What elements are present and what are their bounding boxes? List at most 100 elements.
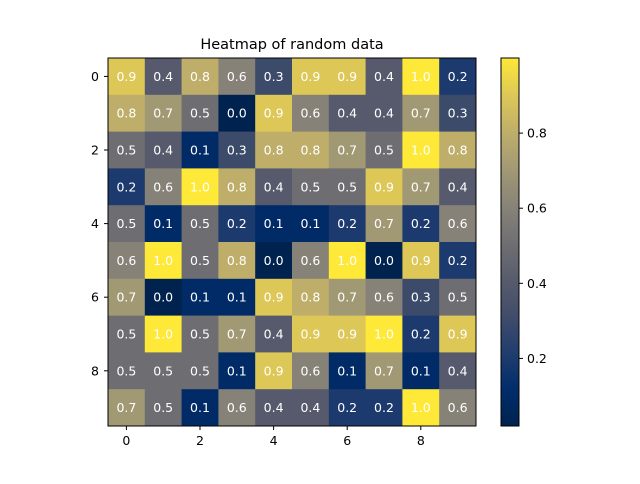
cell-value-label: 0.9: [300, 69, 320, 84]
cell-value-label: 0.1: [190, 290, 210, 305]
y-tick-label: 4: [91, 216, 99, 231]
cell-value-label: 0.1: [227, 363, 247, 378]
heatmap-cell: [255, 242, 293, 280]
heatmap-cell: [292, 278, 330, 317]
heatmap-cell: [439, 389, 477, 427]
heatmap-cell: [108, 352, 146, 390]
heatmap-cell: [439, 58, 477, 96]
heatmap-cell: [144, 168, 183, 206]
heatmap-cell: [181, 131, 219, 169]
heatmap-cell: [218, 168, 256, 206]
heatmap-cell: [365, 352, 403, 390]
heatmap-cell: [144, 278, 183, 317]
colorbar-tick-label: 0.2: [527, 351, 547, 366]
y-tick-label: 6: [91, 290, 99, 305]
cell-value-label: 0.8: [300, 290, 320, 305]
heatmap-cell: [439, 352, 477, 390]
heatmap-cell: [328, 58, 367, 96]
cell-value-label: 0.4: [448, 179, 468, 194]
heatmap-cell: [108, 131, 146, 169]
heatmap-cell: [439, 242, 477, 280]
cell-value-label: 0.7: [374, 363, 394, 378]
heatmap-cell: [144, 58, 183, 96]
cell-value-label: 0.8: [227, 253, 247, 268]
colorbar-tick-label: 0.4: [527, 276, 547, 291]
cell-value-label: 0.1: [337, 363, 357, 378]
cell-value-label: 0.3: [448, 106, 468, 121]
heatmap-cell: [328, 278, 367, 317]
colorbar: [500, 57, 520, 427]
cell-value-label: 0.2: [448, 253, 468, 268]
heatmap-cell: [255, 94, 293, 133]
cell-value-label: 1.0: [411, 69, 431, 84]
heatmap-cell: [439, 205, 477, 243]
heatmap-cell: [108, 58, 146, 96]
cell-value-label: 0.1: [227, 290, 247, 305]
heatmap-cell: [292, 315, 330, 353]
heatmap-cell: [144, 205, 183, 243]
heatmap-cell: [328, 242, 367, 280]
heatmap-cell: [181, 389, 219, 427]
heatmap-cell: [365, 58, 403, 96]
cell-value-label: 0.5: [116, 327, 136, 342]
cell-value-label: 0.9: [337, 327, 357, 342]
cell-value-label: 0.4: [337, 106, 357, 121]
cell-value-label: 0.7: [116, 400, 136, 415]
heatmap-cell: [365, 315, 403, 353]
cell-value-label: 1.0: [153, 253, 173, 268]
cell-value-label: 0.3: [411, 290, 431, 305]
colorbar-axis: 0.2 0.4 0.6 0.8: [519, 126, 547, 366]
cell-value-label: 0.5: [116, 143, 136, 158]
heatmap-cell: [255, 315, 293, 353]
cell-value-label: 0.5: [190, 106, 210, 121]
cell-value-label: 1.0: [190, 179, 210, 194]
cell-value-label: 0.7: [337, 143, 357, 158]
cell-value-label: 0.5: [116, 216, 136, 231]
cell-value-label: 0.2: [374, 400, 394, 415]
heatmap-cell: [402, 389, 440, 427]
heatmap-cell: [328, 94, 367, 133]
cell-value-label: 0.2: [411, 216, 431, 231]
heatmap-cell: [218, 58, 256, 96]
heatmap-cell: [181, 352, 219, 390]
cell-value-label: 0.5: [153, 400, 173, 415]
heatmap-cell: [439, 278, 477, 317]
heatmap-cell: [402, 205, 440, 243]
x-tick-label: 8: [417, 433, 425, 448]
heatmap-cell: [328, 315, 367, 353]
cell-value-label: 0.7: [411, 179, 431, 194]
y-tick-label: 8: [91, 363, 99, 378]
heatmap-cell: [218, 131, 256, 169]
cell-value-label: 1.0: [411, 143, 431, 158]
heatmap-cell: [144, 352, 183, 390]
heatmap-cell: [402, 131, 440, 169]
cell-value-label: 0.0: [153, 290, 173, 305]
cell-value-label: 0.4: [448, 363, 468, 378]
cell-value-label: 0.4: [374, 106, 394, 121]
cell-value-label: 0.5: [153, 363, 173, 378]
heatmap-cell: [218, 205, 256, 243]
heatmap-cell: [108, 389, 146, 427]
heatmap-cell: [255, 278, 293, 317]
cell-value-label: 0.4: [374, 69, 394, 84]
heatmap-cell: [439, 168, 477, 206]
heatmap-cell: [255, 131, 293, 169]
heatmap-cell: [402, 58, 440, 96]
heatmap-cell: [439, 131, 477, 169]
cell-value-label: 0.6: [448, 400, 468, 415]
heatmap-cell: [181, 205, 219, 243]
heatmap-cell: [328, 352, 367, 390]
heatmap-cell: [218, 94, 256, 133]
heatmap-cell: [144, 131, 183, 169]
cell-value-label: 0.8: [190, 69, 210, 84]
cell-value-label: 0.7: [153, 106, 173, 121]
heatmap-cell: [365, 242, 403, 280]
heatmap-cell: [218, 242, 256, 280]
heatmap-cell: [108, 168, 146, 206]
x-tick-label: 4: [270, 433, 278, 448]
heatmap-cell: [108, 315, 146, 353]
heatmap-cell: [365, 278, 403, 317]
heatmap-cell: [365, 389, 403, 427]
cell-value-label: 1.0: [337, 253, 357, 268]
